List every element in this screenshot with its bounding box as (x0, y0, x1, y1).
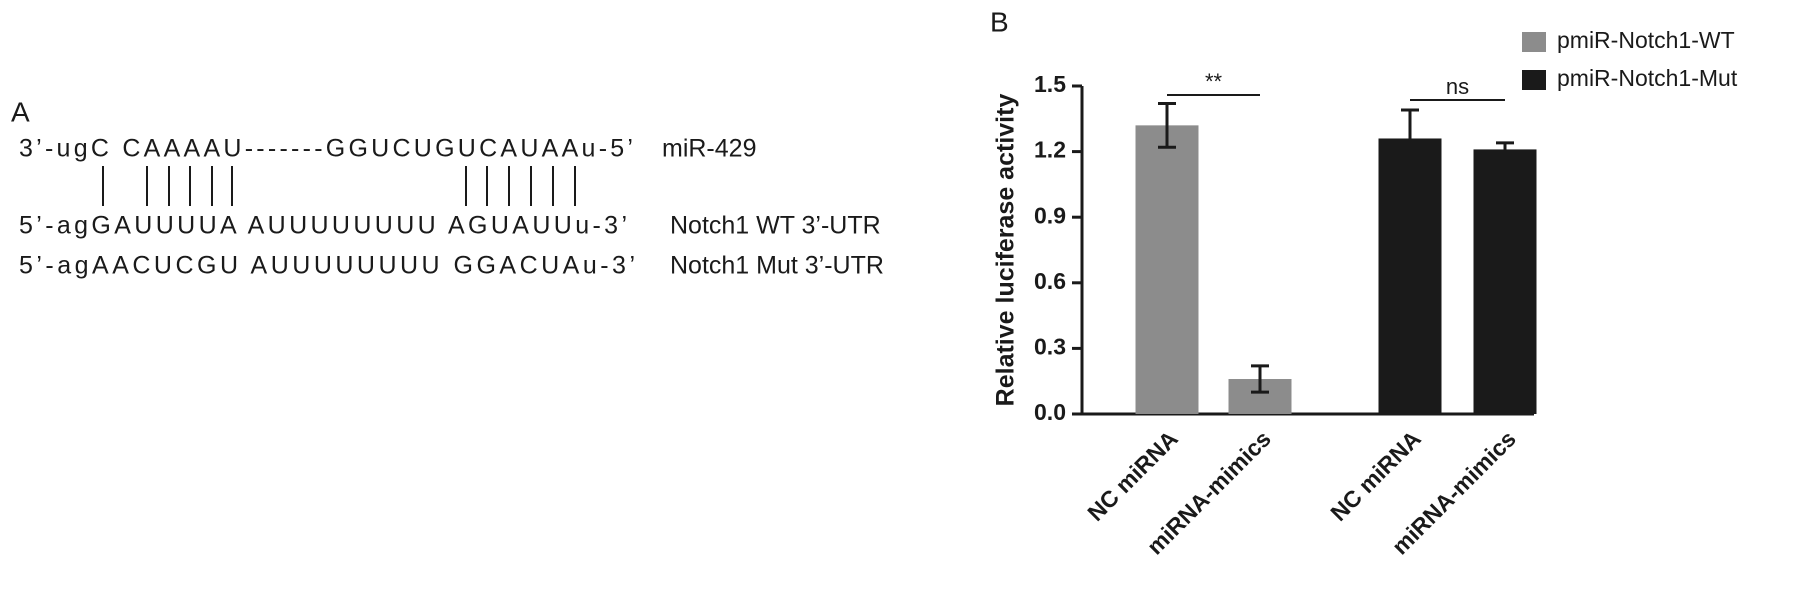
legend-label: pmiR-Notch1-WT (1557, 27, 1735, 53)
y-tick-label: 0.3 (1034, 333, 1066, 359)
y-tick-label: 1.5 (1034, 71, 1066, 97)
bar (1135, 125, 1199, 415)
significance-label: ** (1205, 69, 1223, 94)
panel-label: B (990, 6, 1009, 37)
sequence: 3’-ugC CAAAAU-------GGUCUGUCAUAAu-5’ (19, 135, 633, 163)
x-tick-label: NC miRNA (1082, 425, 1183, 526)
significance-label: ns (1446, 74, 1469, 99)
x-tick-label: NC miRNA (1325, 425, 1426, 526)
bar (1473, 149, 1537, 414)
sequence-name: Notch1 Mut 3’-UTR (670, 252, 884, 280)
legend-swatch (1522, 70, 1546, 90)
y-tick-label: 0.6 (1034, 268, 1066, 294)
panel-label: A (11, 96, 30, 127)
y-axis-label: Relative luciferase activity (992, 94, 1020, 407)
sequence-name: Notch1 WT 3’-UTR (670, 212, 881, 240)
sequence-name: miR-429 (662, 135, 756, 163)
sequence: 5’-agAACUCGU AUUUUUUUU GGACUAu-3’ (19, 252, 635, 280)
legend-swatch (1522, 32, 1546, 52)
y-tick-label: 0.0 (1034, 399, 1066, 425)
base-pairing (102, 166, 576, 206)
bar (1378, 138, 1442, 415)
y-tick-label: 0.9 (1034, 202, 1066, 228)
y-tick-label: 1.2 (1034, 137, 1066, 163)
legend-label: pmiR-Notch1-Mut (1557, 65, 1738, 91)
sequence: 5’-agGAUUUUA AUUUUUUUU AGUAUUu-3’ (19, 212, 627, 240)
